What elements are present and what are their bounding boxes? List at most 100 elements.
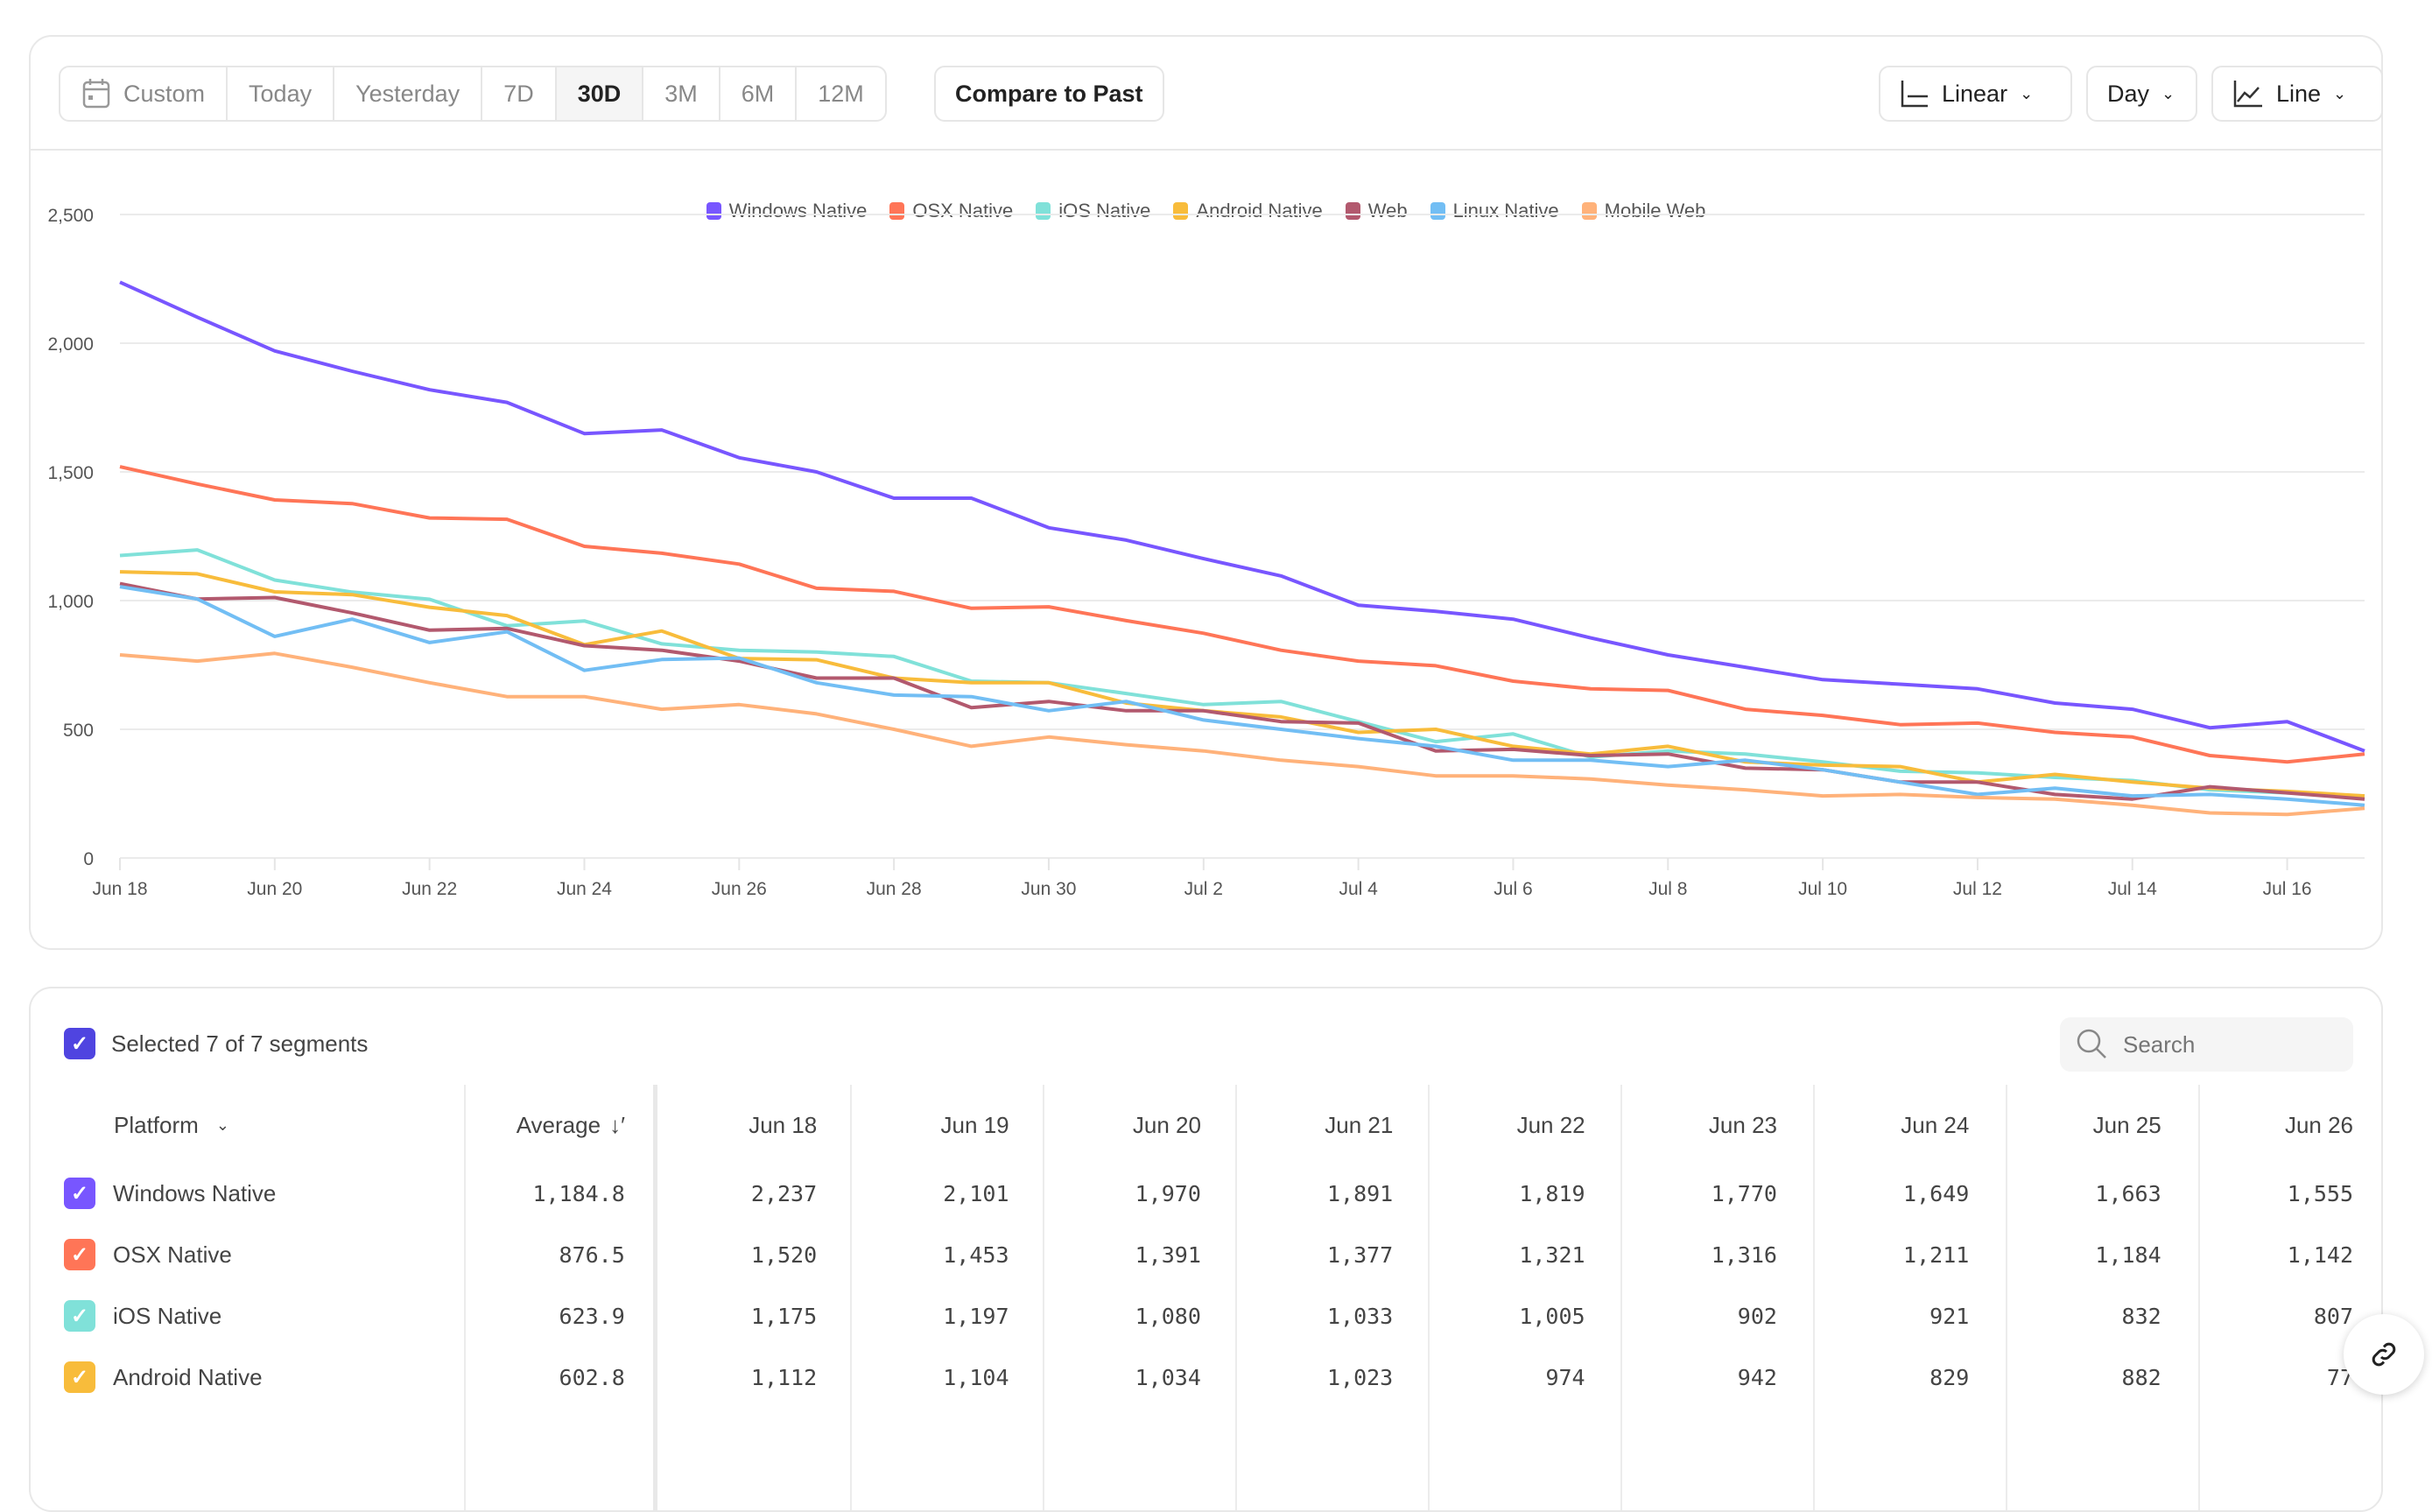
- select-all-checkbox[interactable]: ✓: [64, 1028, 95, 1059]
- segment-checkbox[interactable]: ✓: [64, 1178, 95, 1209]
- series-line-ios-native[interactable]: [119, 548, 2365, 798]
- range-yesterday[interactable]: Yesterday: [334, 67, 483, 120]
- value-cell: 1,175: [750, 1303, 818, 1329]
- x-tick-label: Jul 8: [1648, 879, 1687, 899]
- column-divider: [1428, 1085, 1430, 1510]
- x-tick-label: Jul 2: [1184, 879, 1223, 899]
- segment-name: Android Native: [113, 1363, 263, 1390]
- column-divider: [1235, 1085, 1237, 1510]
- series-line-web[interactable]: [119, 581, 2365, 801]
- date-column-header[interactable]: Jun 25: [2092, 1111, 2161, 1138]
- legend-item[interactable]: iOS Native: [1036, 200, 1150, 222]
- value-cell: 1,080: [1135, 1303, 1201, 1329]
- x-tick-label: Jun 18: [92, 879, 147, 899]
- series-line-mobile-web[interactable]: [119, 651, 2365, 817]
- value-cell: 942: [1737, 1364, 1777, 1390]
- segment-checkbox[interactable]: ✓: [64, 1239, 95, 1270]
- table-header-row: Platform ⌄ Average ↓′ Jun 18 Jun 19 Jun 20 Ju…: [31, 1094, 2381, 1157]
- toolbar-divider: [31, 149, 2381, 151]
- date-column-header[interactable]: Jun 18: [749, 1111, 818, 1138]
- series-line-linux-native[interactable]: [119, 585, 2365, 807]
- value-cell: 1,197: [943, 1303, 1009, 1329]
- value-cell: 1,321: [1519, 1241, 1585, 1268]
- range-3m[interactable]: 3M: [643, 67, 720, 120]
- date-column-header[interactable]: Jun 24: [1901, 1111, 1970, 1138]
- average-cell: 876.5: [559, 1241, 625, 1268]
- segment-cell: ✓ Windows Native: [31, 1178, 462, 1209]
- legend-item[interactable]: Windows Native: [706, 200, 868, 222]
- average-column-header[interactable]: Average ↓′: [463, 1094, 653, 1157]
- legend-item[interactable]: Linux Native: [1430, 200, 1559, 222]
- x-tick-label: Jul 14: [2108, 879, 2157, 899]
- segment-checkbox[interactable]: ✓: [64, 1361, 95, 1393]
- segment-name: Windows Native: [113, 1179, 277, 1206]
- value-cell: 2,101: [943, 1180, 1009, 1206]
- copy-link-button[interactable]: [2344, 1314, 2424, 1395]
- y-tick-label: 500: [63, 721, 94, 741]
- value-cell: 1,211: [1903, 1241, 1970, 1268]
- range-12m[interactable]: 12M: [818, 80, 864, 107]
- search-box[interactable]: [2060, 1017, 2353, 1072]
- sort-descending-icon: ↓′: [609, 1111, 625, 1138]
- range-today[interactable]: Today: [228, 67, 335, 120]
- date-column-header[interactable]: Jun 23: [1708, 1111, 1777, 1138]
- value-cell: 1,819: [1519, 1180, 1585, 1206]
- y-tick-label: 2,500: [47, 206, 94, 226]
- value-cell: 1,005: [1519, 1303, 1585, 1329]
- calendar-icon: [82, 79, 110, 109]
- value-cell: 1,023: [1326, 1364, 1394, 1390]
- x-tick-label: Jun 26: [712, 879, 767, 899]
- date-column-header[interactable]: Jun 19: [940, 1111, 1009, 1138]
- x-tick-label: Jul 16: [2263, 879, 2312, 899]
- scale-dropdown[interactable]: Linear ⌄: [1879, 66, 2072, 122]
- legend-label: Linux Native: [1452, 200, 1559, 222]
- range-6m[interactable]: 6M: [720, 67, 798, 120]
- column-divider: [1813, 1085, 1815, 1510]
- search-input[interactable]: [2123, 1030, 2333, 1058]
- chart-type-dropdown[interactable]: Line ⌄: [2211, 66, 2383, 122]
- legend-item[interactable]: Web: [1345, 200, 1408, 222]
- value-cell: 2,237: [750, 1180, 818, 1206]
- chart-panel: Custom Today Yesterday 7D 30D 3M 6M 12M …: [29, 35, 2383, 950]
- date-column-header[interactable]: Jun 26: [2284, 1111, 2354, 1138]
- legend-label: Web: [1367, 200, 1408, 222]
- date-column-header[interactable]: Jun 22: [1516, 1111, 1585, 1138]
- legend-item[interactable]: Android Native: [1173, 200, 1323, 222]
- legend-label: Windows Native: [728, 200, 868, 222]
- range-7d[interactable]: 7D: [482, 67, 557, 120]
- series-line-windows-native[interactable]: [119, 280, 2365, 753]
- compare-to-past-button[interactable]: Compare to Past: [934, 66, 1164, 122]
- x-tick-label: Jul 12: [1953, 879, 2002, 899]
- date-column-header[interactable]: Jun 20: [1132, 1111, 1201, 1138]
- x-tick-label: Jun 22: [402, 879, 457, 899]
- segment-name: iOS Native: [113, 1302, 222, 1329]
- average-cell: 1,184.8: [532, 1180, 625, 1206]
- column-divider: [2198, 1085, 2200, 1510]
- range-label: Custom: [123, 80, 206, 107]
- series-line-osx-native[interactable]: [119, 465, 2365, 764]
- select-all-segments[interactable]: ✓ Selected 7 of 7 segments: [64, 1028, 368, 1059]
- date-column-header[interactable]: Jun 21: [1325, 1111, 1394, 1138]
- interval-dropdown[interactable]: Day ⌄: [2086, 66, 2197, 122]
- chart-toolbar: Custom Today Yesterday 7D 30D 3M 6M 12M …: [59, 66, 2383, 122]
- segment-checkbox[interactable]: ✓: [64, 1300, 95, 1332]
- platform-column-header[interactable]: Platform ⌄: [31, 1112, 463, 1139]
- range-30d[interactable]: 30D: [556, 67, 644, 120]
- series-line-android-native[interactable]: [119, 570, 2365, 798]
- value-cell: 1,112: [750, 1364, 818, 1390]
- value-cell: 1,453: [943, 1241, 1009, 1268]
- legend-item[interactable]: OSX Native: [889, 200, 1013, 222]
- column-divider: [1043, 1085, 1044, 1510]
- y-tick-label: 2,000: [47, 334, 94, 355]
- value-cell: 1,520: [750, 1241, 818, 1268]
- linear-axis-icon: [1901, 81, 1928, 108]
- legend-label: Mobile Web: [1604, 200, 1706, 222]
- value-cell: 1,377: [1326, 1241, 1394, 1268]
- y-tick-label: 1,500: [47, 463, 94, 483]
- chart-type-label: Line: [2276, 80, 2322, 107]
- value-cell: 974: [1545, 1364, 1585, 1390]
- segment-cell: ✓ Android Native: [31, 1361, 462, 1393]
- value-cell: 1,770: [1711, 1180, 1777, 1206]
- range-custom[interactable]: Custom: [60, 67, 228, 120]
- value-cell: 1,142: [2287, 1241, 2354, 1268]
